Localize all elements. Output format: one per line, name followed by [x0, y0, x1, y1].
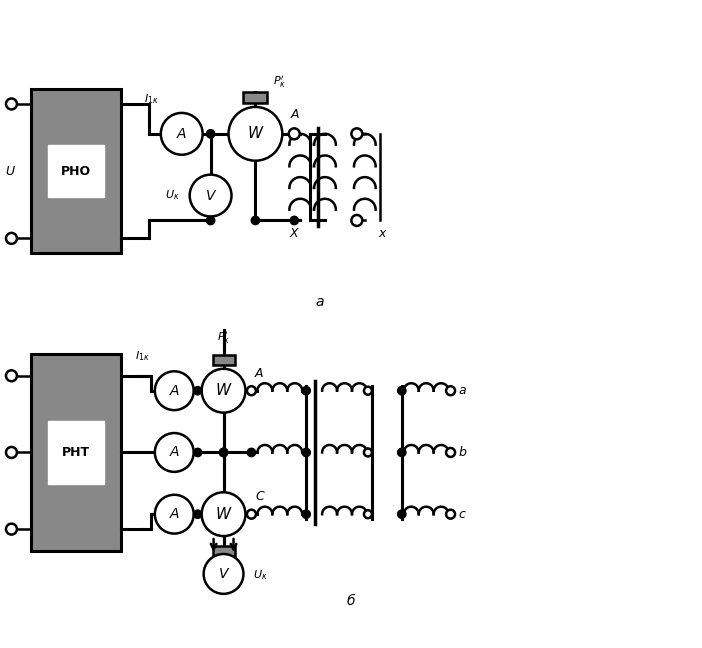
Circle shape — [206, 216, 215, 225]
Circle shape — [6, 370, 17, 381]
Circle shape — [247, 510, 256, 518]
Circle shape — [397, 448, 406, 457]
Circle shape — [251, 216, 260, 225]
Circle shape — [289, 128, 300, 139]
Circle shape — [155, 433, 194, 472]
Circle shape — [204, 554, 244, 594]
Text: W: W — [216, 383, 231, 399]
Text: c: c — [458, 507, 465, 521]
Circle shape — [6, 447, 17, 458]
Text: $U_{\kappa}$: $U_{\kappa}$ — [166, 189, 180, 202]
Text: X: X — [290, 227, 298, 240]
Circle shape — [190, 175, 232, 216]
Circle shape — [194, 448, 202, 457]
Text: $I_{1\kappa}$: $I_{1\kappa}$ — [135, 349, 150, 363]
Text: б: б — [347, 594, 355, 608]
Text: W: W — [248, 126, 263, 141]
Circle shape — [247, 386, 256, 395]
Text: РНО: РНО — [61, 165, 91, 178]
Circle shape — [397, 510, 406, 518]
Circle shape — [364, 510, 372, 518]
Circle shape — [229, 107, 282, 161]
Circle shape — [446, 386, 455, 395]
Circle shape — [352, 215, 362, 226]
Bar — [213, 355, 234, 365]
Text: РНТ: РНТ — [62, 446, 91, 459]
Circle shape — [302, 510, 310, 518]
Circle shape — [219, 448, 227, 457]
Bar — [213, 546, 234, 556]
Text: U: U — [5, 446, 14, 459]
Text: b: b — [458, 446, 466, 459]
Text: x: x — [378, 227, 385, 240]
Bar — [32, 89, 121, 253]
Text: A: A — [177, 127, 187, 141]
Text: U: U — [5, 165, 14, 178]
Circle shape — [6, 524, 17, 535]
Bar — [48, 421, 104, 484]
Circle shape — [155, 371, 194, 410]
Bar — [48, 145, 104, 198]
Circle shape — [194, 510, 202, 518]
Bar — [32, 354, 121, 551]
Bar — [244, 92, 267, 103]
Text: V: V — [219, 567, 228, 581]
Circle shape — [364, 387, 372, 395]
Text: A: A — [169, 384, 179, 398]
Circle shape — [161, 113, 203, 155]
Text: $P^{\prime}_{\kappa}$: $P^{\prime}_{\kappa}$ — [273, 75, 286, 90]
Circle shape — [155, 495, 194, 533]
Circle shape — [290, 216, 298, 225]
Text: $P^{\prime}_{\kappa}$: $P^{\prime}_{\kappa}$ — [217, 330, 230, 346]
Circle shape — [446, 510, 455, 518]
Text: W: W — [216, 507, 231, 522]
Circle shape — [446, 448, 455, 457]
Circle shape — [302, 448, 310, 457]
Text: а: а — [316, 295, 324, 309]
Circle shape — [352, 128, 362, 139]
Circle shape — [364, 448, 372, 456]
Text: A: A — [169, 445, 179, 459]
Circle shape — [6, 233, 17, 244]
Circle shape — [302, 386, 310, 395]
Circle shape — [194, 386, 202, 395]
Circle shape — [247, 448, 256, 457]
Circle shape — [6, 98, 17, 110]
Text: $U_{\kappa}$: $U_{\kappa}$ — [253, 568, 268, 582]
Text: a: a — [458, 384, 466, 397]
Circle shape — [219, 448, 227, 457]
Text: $I_{1\kappa}$: $I_{1\kappa}$ — [144, 92, 159, 106]
Text: A: A — [255, 367, 264, 380]
Text: A: A — [291, 108, 300, 121]
Circle shape — [201, 492, 246, 536]
Circle shape — [206, 130, 215, 138]
Text: A: A — [169, 507, 179, 521]
Text: V: V — [206, 189, 216, 203]
Circle shape — [201, 369, 246, 413]
Text: C: C — [255, 491, 264, 503]
Circle shape — [397, 386, 406, 395]
